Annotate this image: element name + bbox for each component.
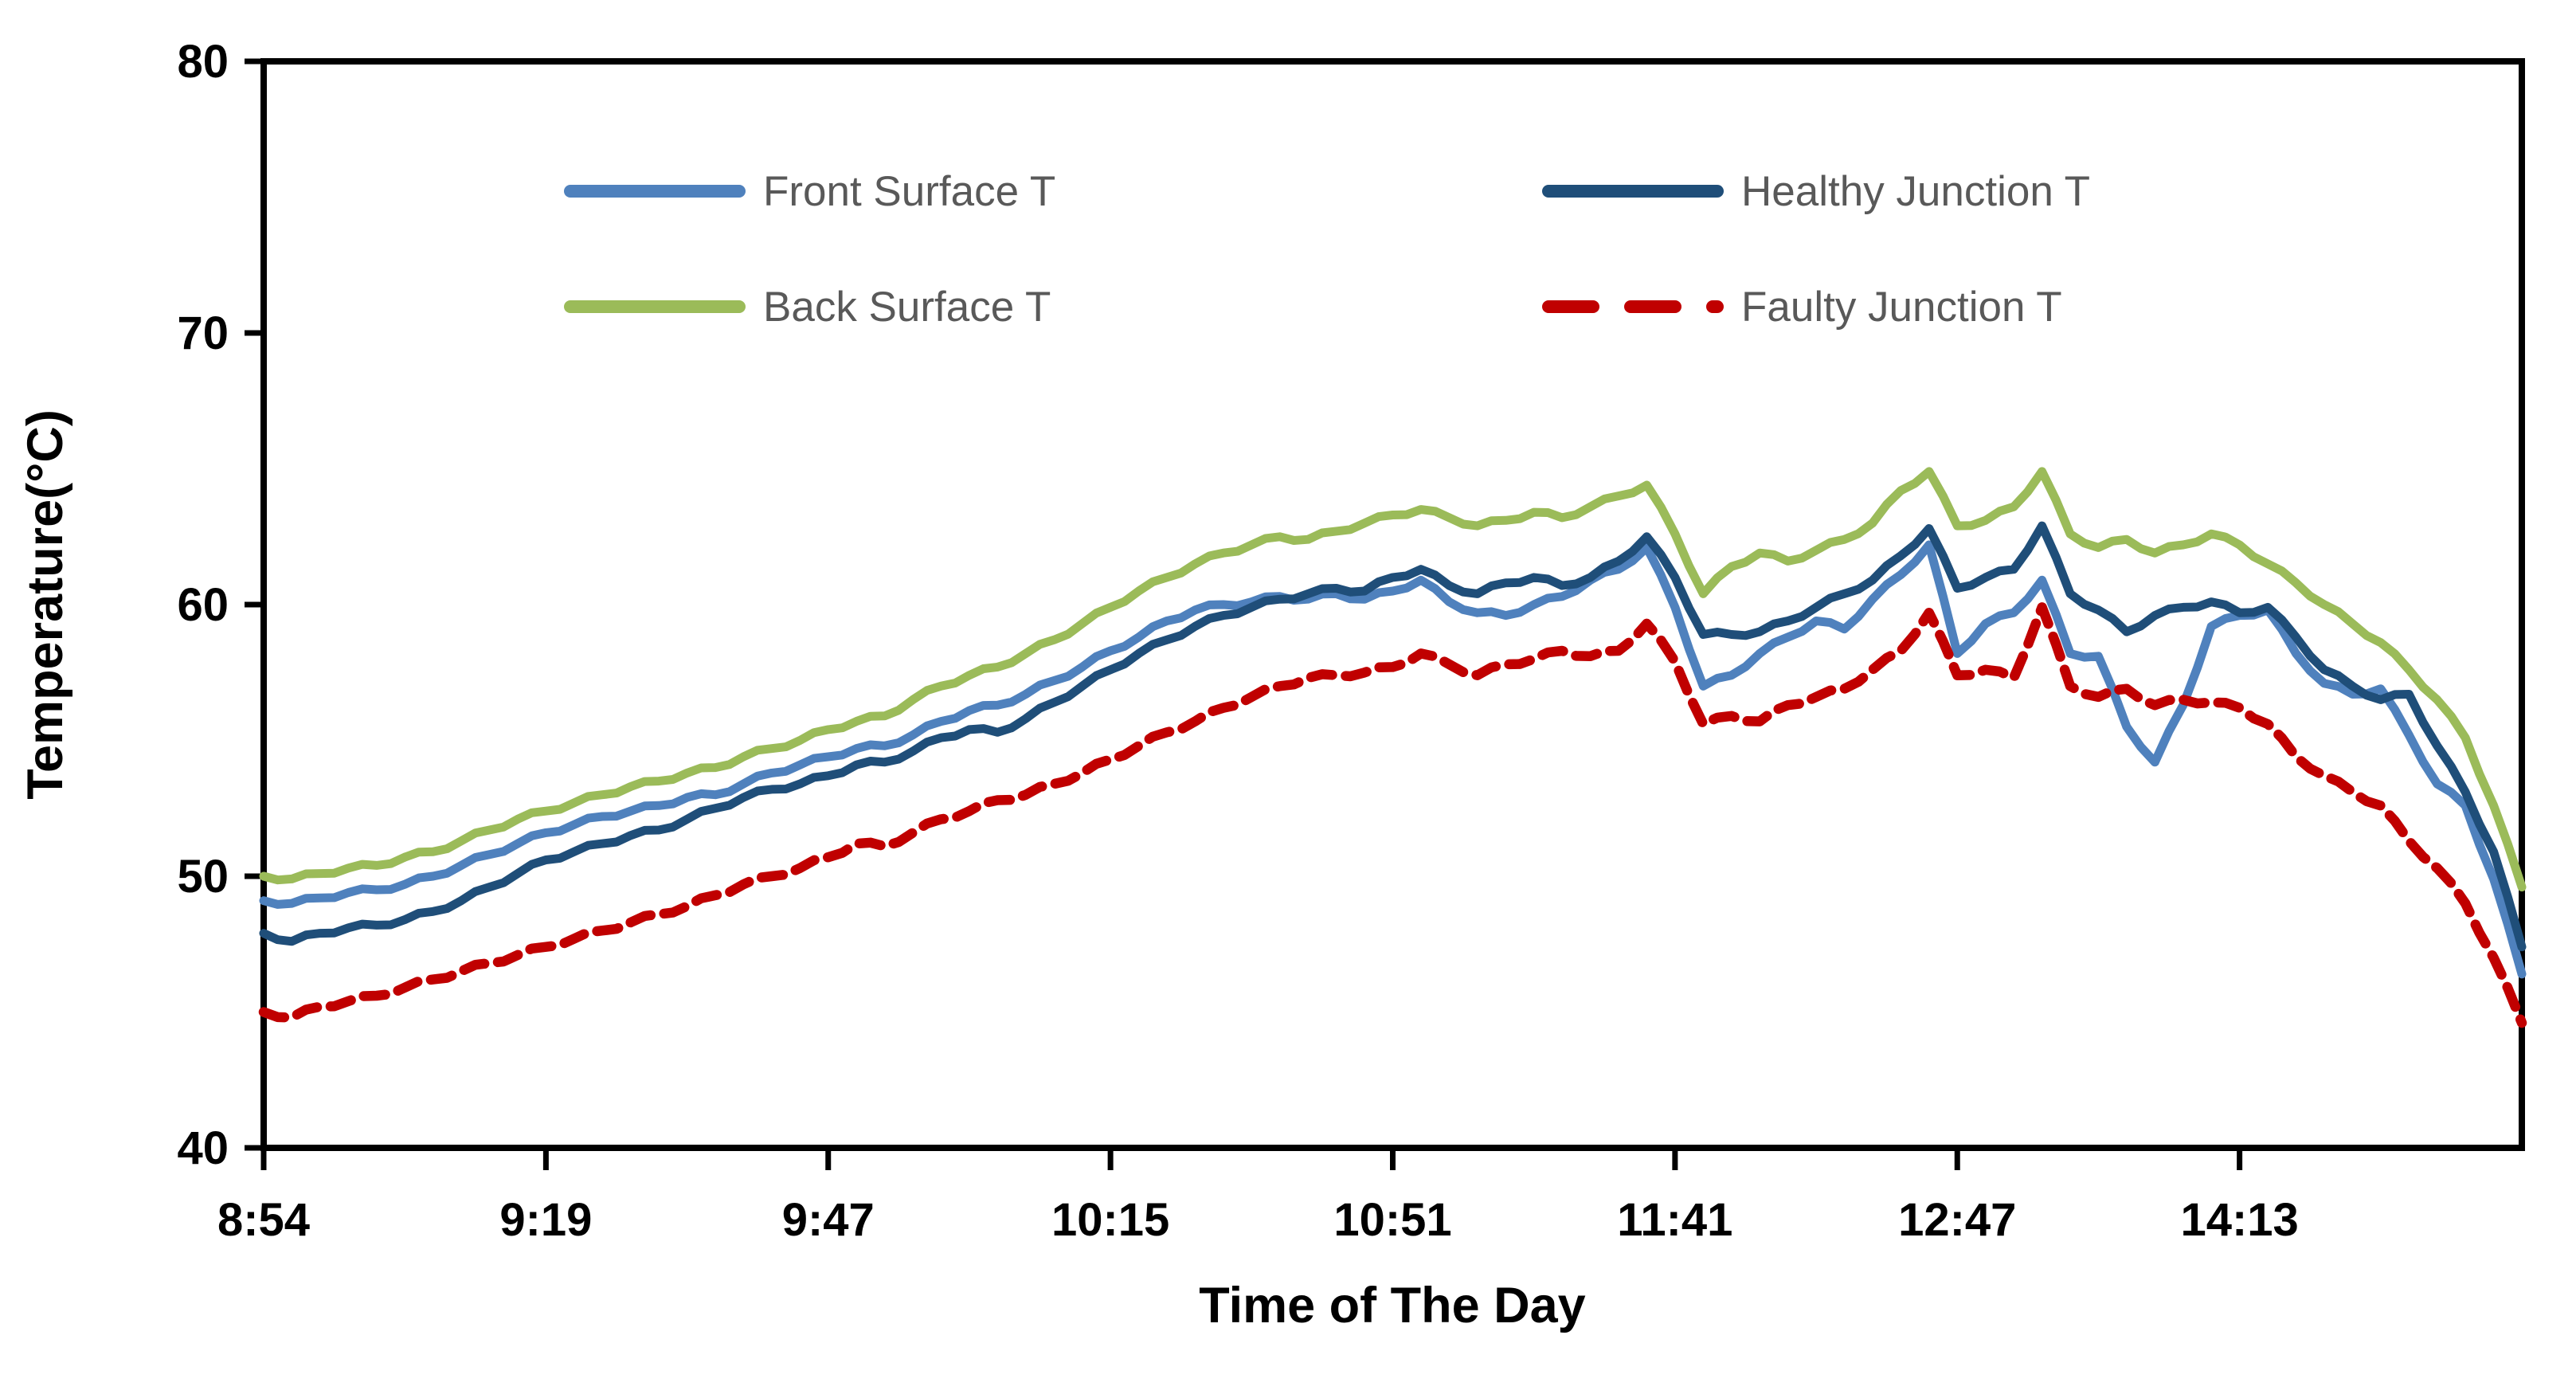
series-line-faulty-junction-t [258, 602, 2527, 1028]
y-axis-tick-label: 50 [177, 851, 229, 903]
x-axis-tick-label: 10:51 [1333, 1194, 1451, 1246]
series-line-back-surface-t [259, 467, 2527, 892]
series-line-front-surface-t [259, 540, 2527, 979]
x-axis-tick-label: 8:54 [217, 1194, 310, 1246]
y-axis-tick-label: 60 [177, 579, 229, 631]
legend-label-front-surface: Front Surface T [763, 168, 1055, 215]
series-line-healthy-junction-t [259, 521, 2527, 952]
legend: Front Surface T Healthy Junction T Back … [564, 168, 2090, 331]
y-axis-tick-label: 40 [177, 1122, 229, 1174]
x-axis-tick-label: 12:47 [1898, 1194, 2016, 1246]
x-axis-tick-label: 11:41 [1617, 1194, 1732, 1246]
x-axis-tick-label: 14:13 [2180, 1194, 2298, 1246]
x-axis-title: Time of The Day [1199, 1278, 1585, 1333]
plot-layer: 40 50 60 70 80 8:54 9:19 9:47 10:15 10:51 11:41 12:… [177, 36, 2527, 1246]
y-axis-tick-label: 80 [177, 36, 229, 88]
x-axis-tick-label: 9:19 [499, 1194, 592, 1246]
legend-label-faulty-junction: Faulty Junction T [1741, 284, 2062, 331]
legend-label-healthy-junction: Healthy Junction T [1741, 168, 2090, 215]
x-axis-tick-label: 9:47 [782, 1194, 875, 1246]
legend-label-back-surface: Back Surface T [763, 284, 1051, 331]
y-axis-title: Temperature(°C) [18, 409, 73, 800]
x-axis-tick-label: 10:15 [1051, 1194, 1169, 1246]
y-axis-tick-label: 70 [177, 307, 229, 359]
